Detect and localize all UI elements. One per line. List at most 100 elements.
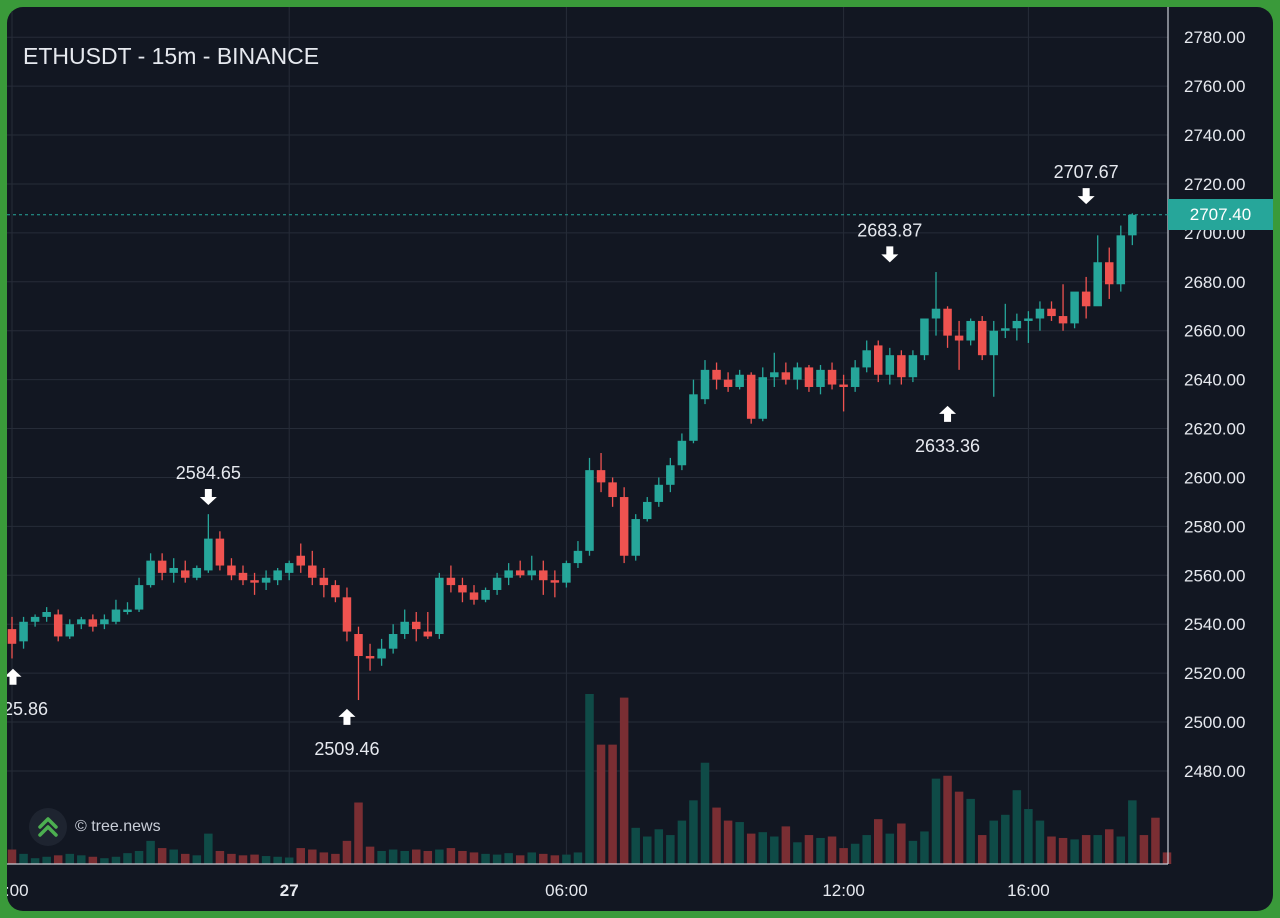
- candle-body: [42, 611, 51, 617]
- candle-body: [181, 570, 190, 578]
- arrow-down-icon: [881, 246, 899, 263]
- volume-bar: [1058, 837, 1068, 864]
- volume-bar: [1151, 817, 1160, 864]
- candle-body: [1058, 316, 1068, 324]
- candle: [920, 318, 929, 361]
- candle-body: [261, 577, 271, 583]
- candle-body: [77, 619, 86, 625]
- volume-bar: [30, 858, 40, 864]
- y-tick-label: 2680.00: [1184, 273, 1245, 292]
- volume-bar: [1035, 820, 1045, 864]
- candle: [354, 626, 363, 701]
- x-tick-label: 27: [280, 881, 299, 900]
- candle-body: [1116, 235, 1126, 285]
- candle-body: [735, 374, 744, 387]
- arrow-down-icon: [199, 489, 217, 506]
- candle: [1047, 301, 1056, 321]
- candle: [977, 316, 987, 361]
- annotation-label: 2707.67: [1054, 162, 1119, 182]
- candle-body: [1024, 318, 1033, 321]
- candle-body: [435, 577, 444, 635]
- candle: [1093, 235, 1102, 307]
- candle-body: [885, 355, 895, 375]
- chart-canvas[interactable]: 2584.65 2509.46 2683.87 2633.36 2707.67 25.86…: [7, 7, 1273, 911]
- volume-bar: [492, 854, 502, 864]
- candle: [735, 369, 744, 390]
- annotation-label: 2584.65: [176, 463, 241, 483]
- candle-body: [146, 560, 155, 586]
- volume-bar: [631, 827, 640, 864]
- y-tick-label: 2620.00: [1184, 420, 1245, 439]
- volume-bar: [134, 850, 144, 864]
- candle: [897, 350, 906, 385]
- volume-bar: [793, 842, 802, 864]
- volume-bar: [643, 836, 652, 864]
- price-annotation: 2584.65: [176, 463, 241, 506]
- candle-body: [943, 308, 952, 336]
- candle-body: [562, 563, 571, 583]
- candle-body: [746, 374, 756, 419]
- candle: [781, 362, 791, 385]
- candle: [874, 340, 883, 383]
- volume-bar: [250, 854, 259, 864]
- volume-bar: [723, 820, 733, 864]
- volume-bar: [377, 850, 386, 864]
- volume-bar: [573, 852, 583, 864]
- candle-body: [30, 616, 40, 622]
- candle-body: [585, 470, 594, 551]
- candle: [342, 587, 352, 642]
- candle: [666, 457, 675, 493]
- price-annotation: 2707.67: [1054, 162, 1119, 205]
- candle-body: [273, 570, 282, 581]
- candle: [839, 374, 848, 412]
- volume-bar: [781, 826, 791, 864]
- volume-bar: [677, 820, 687, 864]
- candle-body: [492, 577, 502, 590]
- volume-bar: [331, 853, 340, 864]
- candle-body: [88, 619, 98, 627]
- symbol-title: ETHUSDT - 15m - BINANCE: [23, 43, 320, 69]
- candle: [261, 570, 271, 590]
- candle: [654, 477, 664, 507]
- candle-body: [1128, 214, 1137, 236]
- candle: [146, 553, 155, 588]
- candle: [1035, 301, 1045, 331]
- candle: [1001, 303, 1010, 339]
- volume-bar: [608, 744, 617, 864]
- candle: [608, 477, 617, 507]
- volume-bar: [19, 853, 28, 864]
- candle-body: [1035, 308, 1045, 319]
- candle: [53, 609, 63, 642]
- volume-bar: [469, 852, 479, 864]
- candle-body: [654, 484, 664, 502]
- candle: [1105, 247, 1114, 299]
- volume-bar: [1105, 829, 1114, 864]
- volume-bar: [874, 819, 883, 864]
- candle-body: [331, 585, 340, 598]
- volume-bar: [7, 849, 17, 864]
- x-tick-label: 06:00: [545, 881, 588, 900]
- candle-body: [712, 369, 721, 380]
- candle: [1058, 284, 1068, 331]
- candle: [365, 643, 375, 671]
- candle-body: [65, 624, 74, 637]
- arrow-up-icon: [338, 708, 356, 725]
- candle: [770, 352, 779, 387]
- candle-body: [1012, 320, 1022, 329]
- candle: [1116, 225, 1126, 292]
- candle-body: [227, 565, 236, 576]
- candle-body: [1105, 262, 1114, 285]
- volume-bar: [1012, 790, 1022, 864]
- volume-bar: [1024, 809, 1033, 864]
- chart-panel[interactable]: 2584.65 2509.46 2683.87 2633.36 2707.67 25.86…: [7, 7, 1273, 911]
- candle: [677, 433, 687, 471]
- volume-bar: [1139, 835, 1149, 864]
- volume-bar: [1093, 835, 1102, 864]
- candle-body: [804, 367, 814, 387]
- candle: [181, 560, 190, 583]
- candle: [816, 364, 825, 395]
- volume-bar: [481, 853, 490, 864]
- candle-body: [908, 355, 918, 378]
- candle-body: [319, 577, 329, 586]
- price-annotation: 2683.87: [857, 220, 922, 263]
